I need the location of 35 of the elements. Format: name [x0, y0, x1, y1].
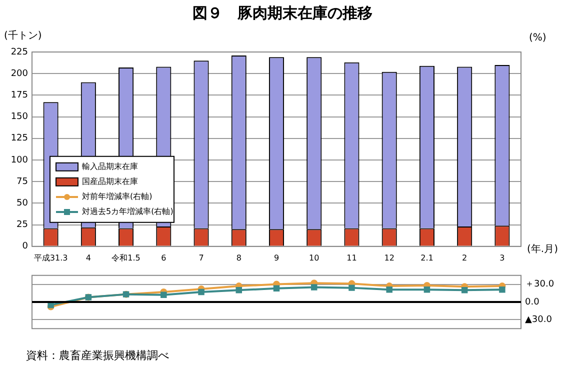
text: 資料：農畜産業振興機構調べ [25, 348, 170, 363]
x-tick-label: 6 [161, 253, 166, 262]
y-axis-title: (千トン) [4, 30, 42, 42]
legend-label: 輸入品期末在庫 [82, 162, 138, 171]
y-tick-label: ＋30.0 [525, 280, 554, 290]
y-tick-label: 225 [10, 47, 28, 58]
text: (%) [529, 32, 546, 44]
y-tick-label: 100 [10, 155, 28, 166]
x-tick-label: 12 [384, 253, 394, 262]
y-tick-label: 200 [10, 68, 28, 79]
y-tick-label: 75 [16, 176, 28, 187]
y-tick-label: 25 [16, 220, 28, 230]
x-tick-label: 11 [346, 253, 357, 262]
y-tick-label: 0 [22, 242, 28, 252]
y-tick-label: ▲30.0 [525, 315, 552, 326]
x-tick-label: 8 [236, 253, 242, 262]
x-tick-label: 令和1.5 [112, 253, 140, 262]
x-tick-label: 4 [86, 253, 91, 262]
y-tick-label: 175 [10, 90, 28, 101]
chart-title: 図９ 豚肉期末在庫の推移 [192, 3, 374, 24]
y-tick-label: 50 [16, 198, 28, 209]
legend-label: 対前年増減率(右軸) [82, 191, 152, 202]
y-tick-label: 125 [10, 134, 28, 144]
x-tick-label: 平成31.3 [34, 253, 68, 262]
y-tick-label: 150 [10, 112, 28, 122]
legend-label: 国産品期末在庫 [82, 176, 138, 186]
x-tick-label: 2.1 [420, 253, 434, 262]
x-tick-label: 9 [274, 253, 280, 262]
x-axis-title: (年.月) [527, 242, 558, 255]
y-tick-label: 0.0 [525, 297, 540, 308]
legend-label: 対過去5カ年増減率(右軸) [82, 206, 174, 217]
x-tick-label: 10 [309, 253, 320, 262]
x-tick-label: 2 [462, 253, 468, 262]
x-tick-label: 3 [500, 253, 505, 262]
x-tick-label: 7 [198, 253, 204, 262]
